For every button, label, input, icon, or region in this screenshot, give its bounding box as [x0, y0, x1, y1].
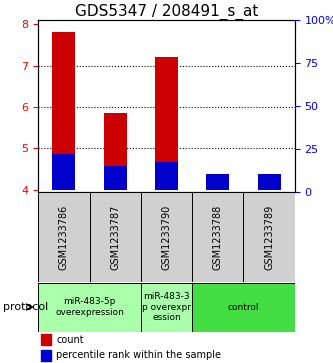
Bar [206, 174, 229, 190]
Bar [141, 282, 192, 331]
Bar [206, 178, 229, 190]
Title: GDS5347 / 208491_s_at: GDS5347 / 208491_s_at [75, 4, 258, 20]
Text: protocol: protocol [3, 302, 49, 312]
Bar [192, 282, 295, 331]
Text: miR-483-5p
overexpression: miR-483-5p overexpression [55, 297, 124, 317]
Bar [243, 192, 295, 282]
Bar [38, 282, 141, 331]
Text: control: control [228, 302, 259, 311]
Bar [104, 113, 127, 190]
Text: count: count [56, 335, 84, 345]
Bar [104, 166, 127, 190]
Bar [52, 154, 76, 190]
Bar [41, 334, 51, 345]
Text: miR-483-3
p overexpr
ession: miR-483-3 p overexpr ession [142, 292, 191, 322]
Bar [155, 57, 178, 190]
Text: percentile rank within the sample: percentile rank within the sample [56, 350, 221, 360]
Bar [141, 192, 192, 282]
Bar [90, 192, 141, 282]
Bar [257, 174, 281, 190]
Bar [192, 192, 243, 282]
Text: GSM1233790: GSM1233790 [162, 204, 171, 270]
Bar [38, 192, 90, 282]
Text: GSM1233788: GSM1233788 [213, 204, 223, 270]
Bar [52, 32, 76, 190]
Bar [155, 162, 178, 190]
Text: GSM1233787: GSM1233787 [110, 204, 120, 270]
Bar [41, 350, 51, 360]
Text: GSM1233786: GSM1233786 [59, 204, 69, 270]
Bar [257, 178, 281, 190]
Text: GSM1233789: GSM1233789 [264, 204, 274, 270]
